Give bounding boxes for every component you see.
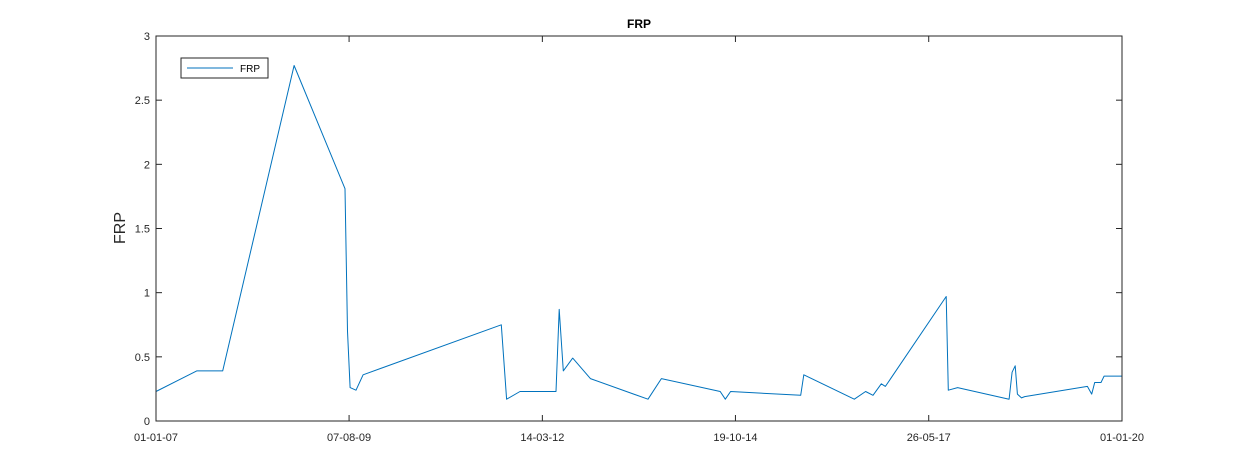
legend-entry-frp: FRP [240, 64, 260, 75]
legend: FRP [180, 57, 269, 79]
y-tick-label: 3 [144, 31, 150, 43]
series-layer [155, 65, 1122, 400]
plot-frame [155, 35, 1123, 422]
tick-labels: 0 0.5 1 1.5 2 2.5 3 01-01-07 07-08-09 14-03-12 19-… [134, 31, 1144, 444]
x-tick-label: 19-10-14 [713, 432, 757, 444]
y-tick-label: 0.5 [135, 352, 150, 364]
chart-title: FRP [627, 17, 651, 31]
y-tick-label: 2.5 [135, 95, 150, 107]
x-tick-label: 26-05-17 [907, 432, 951, 444]
plot-area [156, 36, 1122, 421]
x-tick-label: 01-01-07 [134, 432, 178, 444]
y-tick-label: 0 [144, 416, 150, 428]
series-line-frp [155, 65, 1122, 400]
y-tick-label: 2 [144, 159, 150, 171]
y-tick-label: 1 [144, 288, 150, 300]
x-tick-label: 14-03-12 [520, 432, 564, 444]
x-tick-label: 07-08-09 [327, 432, 371, 444]
y-tick-label: 1.5 [135, 224, 150, 236]
x-tick-label: 01-01-20 [1100, 432, 1144, 444]
y-axis-label: FRP [112, 212, 129, 244]
